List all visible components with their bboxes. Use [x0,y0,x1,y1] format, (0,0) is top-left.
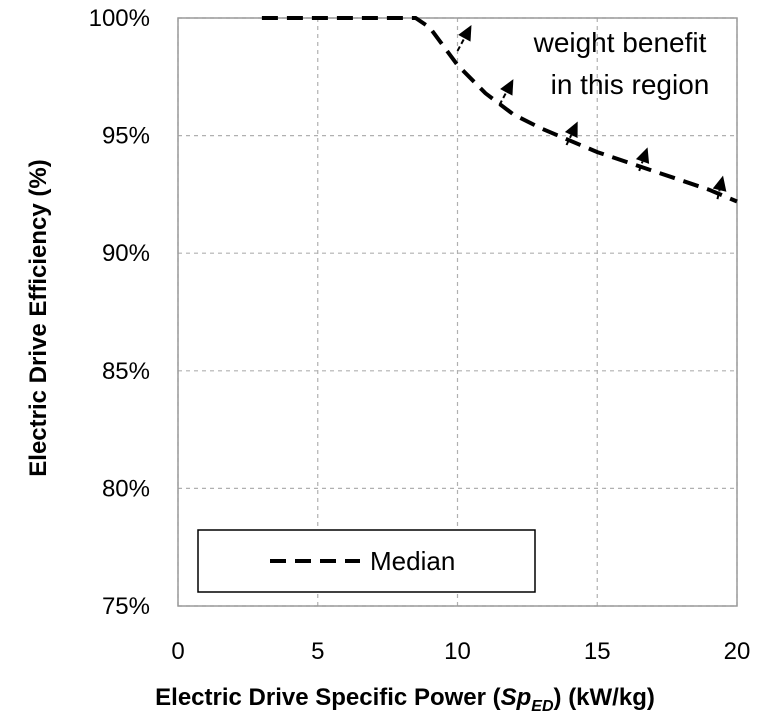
x-tick-label: 5 [311,638,324,665]
legend: Median [197,529,536,593]
x-tick-labels: 0 5 10 15 20 [171,638,750,665]
y-tick-label: 80% [102,475,150,502]
y-tick-label: 90% [102,240,150,267]
x-tick-label: 0 [171,638,184,665]
x-axis-title-symbol: Sp [501,684,532,711]
x-axis-title-start: Electric Drive Specific Power ( [155,684,500,711]
benefit-arrow [456,25,472,52]
x-tick-label: 10 [444,638,471,665]
benefit-arrow [635,147,650,172]
series-line-0 [261,16,738,204]
y-tick-label: 100% [89,5,150,32]
y-tick-labels: 75% 80% 85% 90% 95% 100% [89,5,150,620]
y-axis-title: Electric Drive Efficiency (%) [25,159,52,476]
y-tick-label: 95% [102,123,150,150]
x-axis-title-end: ) (kW/kg) [554,684,655,711]
benefit-arrow [564,121,578,146]
y-tick-label: 85% [102,358,150,385]
benefit-arrow [712,175,727,200]
grid [177,17,738,607]
annotation-line-2: in this region [551,69,710,100]
x-tick-label: 20 [724,638,751,665]
benefit-arrow [498,79,514,106]
legend-label-median: Median [370,546,455,576]
x-axis-title-subscript: ED [531,698,554,715]
legend-box [197,529,536,593]
x-tick-label: 15 [584,638,611,665]
series-layer [261,16,738,204]
plot-frame [177,17,738,607]
annotation-line-1: weight benefit [533,27,707,58]
arrow-layer [456,25,727,200]
y-tick-label: 75% [102,593,150,620]
x-axis-title: Electric Drive Specific Power (SpED) (kW… [155,684,655,715]
